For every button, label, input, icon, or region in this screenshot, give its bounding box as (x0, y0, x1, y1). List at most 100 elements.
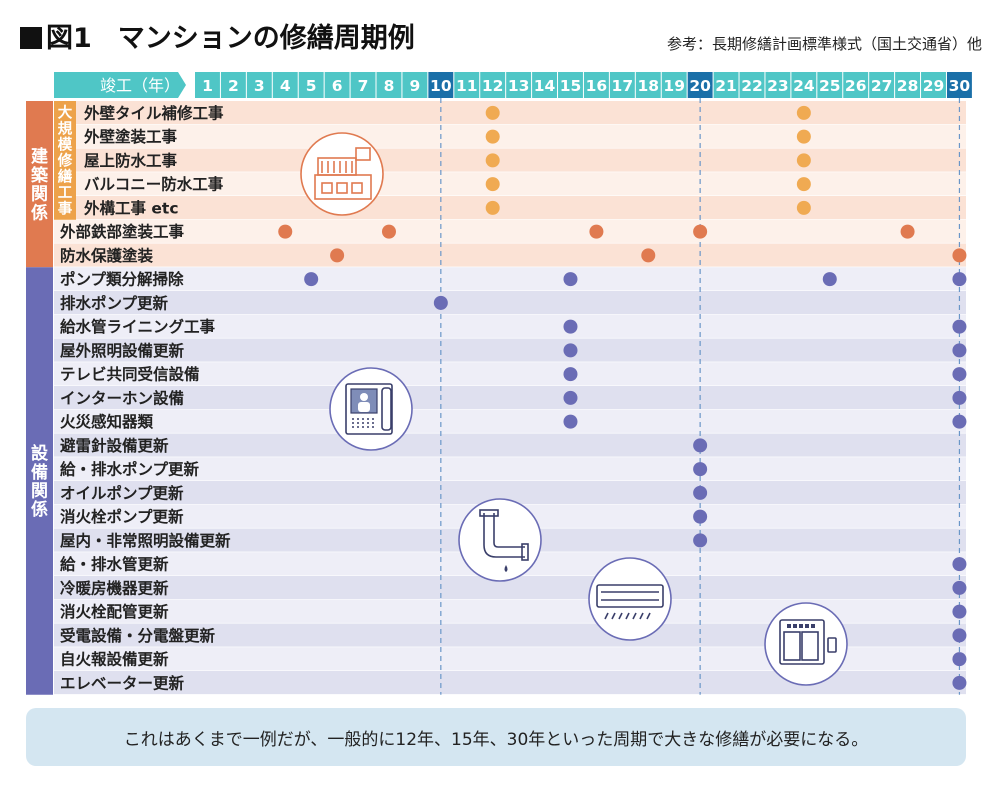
year-label-1: 1 (202, 77, 213, 95)
page-title: 図1 マンションの修繕周期例 (20, 16, 415, 55)
row-label: 冷暖房機器更新 (60, 578, 169, 597)
subgroup-label-major-repair-char: 修 (57, 152, 73, 170)
schedule-dot (330, 248, 345, 263)
row-label: 火災感知器類 (60, 412, 154, 431)
table-row (54, 314, 966, 339)
intercom-speaker-dot (352, 426, 354, 428)
ac-airflow (618, 612, 623, 620)
row-label: オイルポンプ更新 (60, 483, 184, 502)
intercom-speaker-dot (367, 426, 369, 428)
group-label-building-char: 築 (30, 165, 49, 186)
elevator-door-left (783, 631, 801, 661)
schedule-dot (952, 367, 967, 382)
schedule-dot (304, 272, 319, 287)
illustration-icons (300, 132, 848, 686)
row-label: 外構工事 etc (84, 198, 179, 217)
schedule-dot (796, 200, 811, 215)
year-label-29: 29 (923, 77, 945, 95)
table-row (54, 291, 966, 315)
header-label-arrow (54, 72, 186, 98)
intercom-speaker-dot (352, 418, 354, 420)
year-label-7: 7 (358, 77, 369, 95)
elevator-indicator (787, 624, 791, 628)
row-label: 防水保護塗装 (60, 246, 154, 265)
ac-airflow (632, 612, 637, 620)
year-label-24: 24 (793, 77, 815, 95)
table-row (54, 671, 966, 695)
year-cell-10 (428, 72, 454, 98)
year-label-30: 30 (949, 77, 971, 95)
year-cell-27 (869, 72, 895, 98)
intercom-speaker-dot (357, 426, 359, 428)
schedule-dot (952, 272, 967, 287)
elevator-icon-ring (764, 602, 848, 686)
year-label-5: 5 (306, 77, 317, 95)
elevator-frame (779, 619, 825, 665)
row-label: 屋内・非常照明設備更新 (60, 531, 231, 550)
pipe-flange-top (479, 509, 499, 517)
year-label-11: 11 (456, 77, 478, 95)
row-label: 消火栓ポンプ更新 (60, 507, 184, 526)
schedule-dot (952, 628, 967, 643)
year-label-3: 3 (254, 77, 265, 95)
row-label: 給・排水ポンプ更新 (60, 460, 200, 479)
row-label: 給水管ライニング工事 (60, 317, 216, 336)
year-label-4: 4 (280, 77, 291, 95)
year-cell-17 (609, 72, 635, 98)
row-label: 屋上防水工事 (84, 151, 178, 170)
year-label-9: 9 (410, 77, 421, 95)
schedule-dot (641, 248, 656, 263)
year-cell-2 (220, 72, 246, 98)
subgroup-label-major-repair-char: 繕 (58, 168, 73, 186)
row-label: 排水ポンプ更新 (60, 293, 169, 312)
building-window (321, 182, 333, 194)
table-row (54, 267, 966, 291)
group-label-facility-char: 備 (31, 462, 48, 483)
group-bar-building (26, 101, 53, 268)
year-cell-7 (350, 72, 376, 98)
row-label: 自火報設備更新 (60, 650, 169, 669)
air-conditioner-icon-ring (588, 557, 672, 641)
year-cell-9 (402, 72, 428, 98)
year-cell-3 (246, 72, 272, 98)
row-label: 給・排水管更新 (60, 555, 169, 574)
year-cell-12 (480, 72, 506, 98)
year-cell-19 (661, 72, 687, 98)
row-label: ポンプ類分解掃除 (60, 270, 184, 289)
schedule-dot (952, 390, 967, 405)
table-row (54, 101, 966, 125)
schedule-dot (485, 129, 500, 144)
schedule-dot (278, 224, 293, 239)
schedule-dot (796, 105, 811, 120)
subgroup-bar-major-repair (54, 101, 76, 220)
group-label-facility-char: 関 (31, 481, 48, 501)
year-label-8: 8 (384, 77, 395, 95)
intercom-speaker-dot (372, 422, 374, 424)
building-roof (317, 157, 357, 176)
year-label-22: 22 (741, 77, 763, 95)
schedule-dot (563, 319, 578, 334)
maintenance-schedule-chart: 竣工（年） 1 2 3 4 5 6 7 8 9 10 11 12 13 14 15 16 17 18 19 20 21 22… (26, 72, 972, 696)
summary-note: これはあくまで一例だが、一般的に12年、15年、30年といった周期で大きな修繕が… (26, 708, 966, 766)
schedule-dot (952, 675, 967, 690)
building-window (351, 182, 363, 194)
subgroup-label-major-repair-char: 模 (58, 136, 73, 154)
table-row (54, 172, 966, 196)
schedule-dot (952, 248, 967, 263)
year-cell-22 (739, 72, 765, 98)
intercom-speaker-dot (357, 418, 359, 420)
schedule-dot (952, 414, 967, 429)
intercom-icon (329, 367, 413, 451)
intercom-speaker-dot (357, 422, 359, 424)
intercom-person-head (360, 393, 368, 401)
schedule-dot (563, 414, 578, 429)
year-cell-16 (583, 72, 609, 98)
schedule-dot (693, 533, 708, 548)
schedule-dot (952, 580, 967, 595)
year-label-18: 18 (637, 77, 659, 95)
schedule-dot (693, 485, 708, 500)
table-row (54, 576, 966, 600)
